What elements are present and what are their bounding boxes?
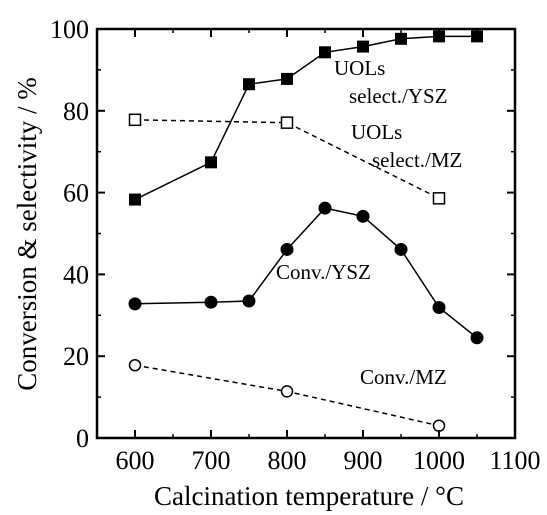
- annotation-uols-ysz-line2: select./YSZ: [349, 84, 448, 108]
- series-3-point: [280, 242, 294, 256]
- series-3-point: [470, 331, 484, 345]
- x-tick-label: 700: [192, 446, 231, 475]
- series-2-line: [134, 119, 440, 199]
- annotation-conv-mz: Conv./MZ: [360, 365, 447, 389]
- series-1-point: [471, 30, 483, 43]
- annotation-conv-ysz: Conv./YSZ: [276, 260, 371, 284]
- series-3-point: [128, 297, 142, 311]
- series-3-point: [204, 295, 218, 309]
- annotation-uols-mz-line1: UOLs: [351, 120, 402, 144]
- series-3-point: [356, 209, 370, 223]
- annotation-uols-ysz-line1: UOLs: [334, 56, 385, 80]
- y-tick-label: 60: [63, 179, 89, 208]
- annotation-uols-mz-line2: select./MZ: [372, 148, 462, 172]
- series-2-point: [128, 113, 142, 127]
- y-tick-label: 20: [63, 342, 89, 371]
- series-3-point: [242, 294, 256, 308]
- x-tick-label: 600: [116, 446, 155, 475]
- y-tick-label: 0: [76, 424, 89, 453]
- x-tick-label: 800: [268, 446, 307, 475]
- series-1-point: [243, 78, 255, 91]
- series-3-point: [394, 242, 408, 256]
- x-tick-label: 1100: [489, 446, 540, 475]
- series-1-point: [395, 32, 407, 45]
- series-1-point: [357, 40, 369, 53]
- series-4-point: [432, 419, 446, 432]
- series-1-point: [129, 193, 141, 206]
- series-1-point: [281, 72, 293, 85]
- series-4-point: [280, 385, 294, 398]
- series-2-point: [432, 192, 446, 205]
- y-tick-label: 100: [50, 15, 89, 44]
- series-layer: [128, 30, 484, 432]
- series-1-line: [134, 35, 477, 201]
- series-2-point: [280, 116, 294, 129]
- y-axis-title: Conversion & selectivity / %: [12, 77, 42, 390]
- x-tick-label: 900: [344, 446, 383, 475]
- plot-frame: [95, 27, 517, 440]
- x-axis-title: Calcination temperature / °C: [154, 481, 464, 511]
- ticks-layer: 600 700 800 900 1000 1100 0 20 40 60 80 100: [50, 15, 541, 475]
- y-tick-label: 40: [63, 260, 89, 289]
- series-1-point: [319, 46, 331, 59]
- y-tick-label: 80: [63, 97, 89, 126]
- series-1-point: [205, 156, 217, 169]
- series-3-point: [318, 201, 332, 215]
- x-tick-label: 1000: [413, 446, 465, 475]
- series-3-point: [432, 301, 446, 315]
- series-4-point: [128, 358, 142, 372]
